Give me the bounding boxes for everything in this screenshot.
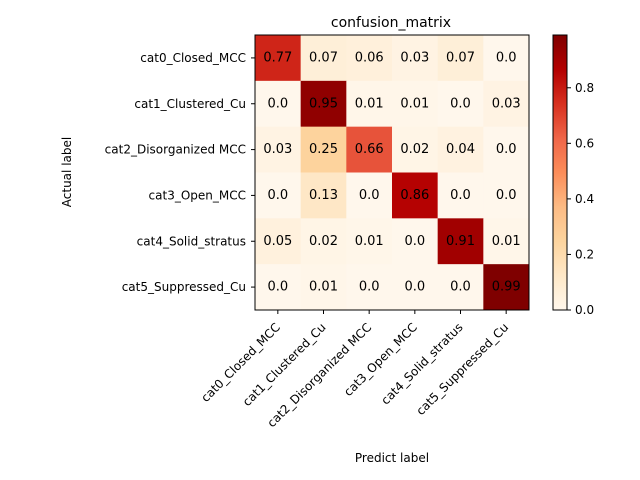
chart-title: confusion_matrix bbox=[331, 15, 451, 31]
cell-value-label: 0.25 bbox=[309, 142, 338, 157]
heatmap-cell bbox=[300, 264, 347, 311]
cell-value-label: 0.0 bbox=[496, 50, 517, 65]
cell-value-label: 0.0 bbox=[450, 188, 471, 203]
x-axis-label: Predict label bbox=[355, 451, 429, 465]
heatmap-cell bbox=[346, 80, 393, 127]
heatmap-cell bbox=[255, 80, 301, 127]
heatmap-cell bbox=[255, 218, 301, 265]
heatmap-cell bbox=[346, 264, 393, 311]
cell-value-label: 0.01 bbox=[400, 96, 429, 111]
cell-value-label: 0.0 bbox=[496, 188, 517, 203]
heatmap-cell bbox=[392, 172, 438, 219]
cell-value-label: 0.05 bbox=[263, 234, 292, 249]
heatmap-cell bbox=[255, 35, 301, 82]
heatmap-cell bbox=[300, 126, 347, 173]
heatmap-cell bbox=[483, 80, 530, 127]
heatmap-cell bbox=[255, 126, 301, 173]
heatmap-cell bbox=[255, 264, 301, 311]
x-tick-label: cat0_Closed_MCC bbox=[198, 320, 283, 405]
cell-value-label: 0.06 bbox=[355, 50, 384, 65]
y-tick-label: cat0_Closed_MCC bbox=[140, 51, 246, 65]
y-tick-label: cat5_Suppressed_Cu bbox=[122, 280, 246, 294]
cell-value-label: 0.66 bbox=[355, 142, 384, 157]
cell-value-label: 0.07 bbox=[309, 50, 338, 65]
heatmap-cell bbox=[392, 80, 438, 127]
colorbar-tick-label: 0.0 bbox=[575, 303, 594, 317]
x-tick-label: cat4_Solid_stratus bbox=[378, 320, 465, 407]
colorbar bbox=[552, 34, 568, 311]
heatmap-cell bbox=[300, 35, 347, 82]
cell-value-label: 0.04 bbox=[446, 142, 475, 157]
heatmap-cell bbox=[392, 218, 438, 265]
cell-value-label: 0.99 bbox=[492, 280, 521, 295]
cell-value-label: 0.0 bbox=[359, 280, 380, 295]
colorbar-ticks: 0.0 0.2 0.4 0.6 0.8 bbox=[567, 81, 594, 317]
heatmap-cell bbox=[437, 35, 484, 82]
cell-value-label: 0.86 bbox=[400, 188, 429, 203]
colorbar-tick-label: 0.4 bbox=[575, 192, 594, 206]
heatmap-cell bbox=[483, 218, 530, 265]
heatmap-cell bbox=[483, 35, 530, 82]
heatmap-cell bbox=[392, 126, 438, 173]
heatmap-cell bbox=[300, 218, 347, 265]
cell-value-label: 0.95 bbox=[309, 96, 338, 111]
cell-value-label: 0.02 bbox=[400, 142, 429, 157]
y-axis-label: Actual label bbox=[60, 137, 74, 207]
cell-value-label: 0.0 bbox=[267, 96, 288, 111]
heatmap-cell bbox=[346, 35, 393, 82]
cell-value-label: 0.0 bbox=[404, 280, 425, 295]
cell-value-label: 0.03 bbox=[492, 96, 521, 111]
heatmap-cell bbox=[392, 264, 438, 311]
heatmap-cell bbox=[437, 80, 484, 127]
cell-value-label: 0.03 bbox=[263, 142, 292, 157]
cell-value-label: 0.0 bbox=[496, 142, 517, 157]
colorbar-tick-label: 0.6 bbox=[575, 136, 594, 150]
y-tick-label: cat4_Solid_stratus bbox=[137, 234, 246, 248]
cell-value-label: 0.0 bbox=[267, 280, 288, 295]
heatmap-cell bbox=[437, 264, 484, 311]
heatmap-cell bbox=[483, 264, 530, 311]
cell-value-label: 0.01 bbox=[355, 96, 384, 111]
cell-value-label: 0.01 bbox=[309, 280, 338, 295]
cell-value-label: 0.07 bbox=[446, 50, 475, 65]
y-axis-ticks: cat0_Closed_MCC cat1_Clustered_Cu cat2_Dis… bbox=[105, 51, 255, 294]
cell-value-label: 0.0 bbox=[359, 188, 380, 203]
heatmap-cell bbox=[437, 126, 484, 173]
cell-value-label: 0.77 bbox=[263, 50, 292, 65]
cell-value-label: 0.91 bbox=[446, 234, 475, 249]
heatmap-cell bbox=[346, 218, 393, 265]
heatmap-cell bbox=[437, 218, 484, 265]
colorbar-tick-label: 0.2 bbox=[575, 247, 594, 261]
cell-value-label: 0.01 bbox=[492, 234, 521, 249]
x-axis-ticks: cat0_Closed_MCCcat1_Clustered_Cucat2_Dis… bbox=[198, 310, 511, 430]
cell-value-label: 0.13 bbox=[309, 188, 338, 203]
cell-value-label: 0.03 bbox=[400, 50, 429, 65]
heatmap-cells: 0.77 0.07 0.06 0.03 0.07 0.0 0.0 0.95 0.01 0.01 0.… bbox=[255, 35, 530, 311]
cell-value-label: 0.0 bbox=[450, 96, 471, 111]
cell-value-label: 0.0 bbox=[404, 234, 425, 249]
heatmap-cell bbox=[346, 126, 393, 173]
heatmap-cell bbox=[483, 172, 530, 219]
heatmap-cell bbox=[392, 35, 438, 82]
heatmap-cell bbox=[300, 172, 347, 219]
heatmap-cell bbox=[255, 172, 301, 219]
heatmap-cell bbox=[483, 126, 530, 173]
x-tick-label: cat1_Clustered_Cu bbox=[240, 320, 329, 409]
y-tick-label: cat3_Open_MCC bbox=[149, 188, 246, 202]
colorbar-tick-label: 0.8 bbox=[575, 81, 594, 95]
y-tick-label: cat1_Clustered_Cu bbox=[134, 97, 246, 111]
heatmap-cell bbox=[346, 172, 393, 219]
plot-frame bbox=[254, 34, 530, 311]
x-tick-label: cat5_Suppressed_Cu bbox=[413, 320, 511, 418]
cell-value-label: 0.01 bbox=[355, 234, 384, 249]
cell-value-label: 0.0 bbox=[267, 188, 288, 203]
cell-value-label: 0.02 bbox=[309, 234, 338, 249]
heatmap-cell bbox=[437, 172, 484, 219]
y-tick-label: cat2_Disorganized MCC bbox=[105, 143, 246, 157]
cell-value-label: 0.0 bbox=[450, 280, 471, 295]
heatmap-cell bbox=[300, 80, 347, 127]
